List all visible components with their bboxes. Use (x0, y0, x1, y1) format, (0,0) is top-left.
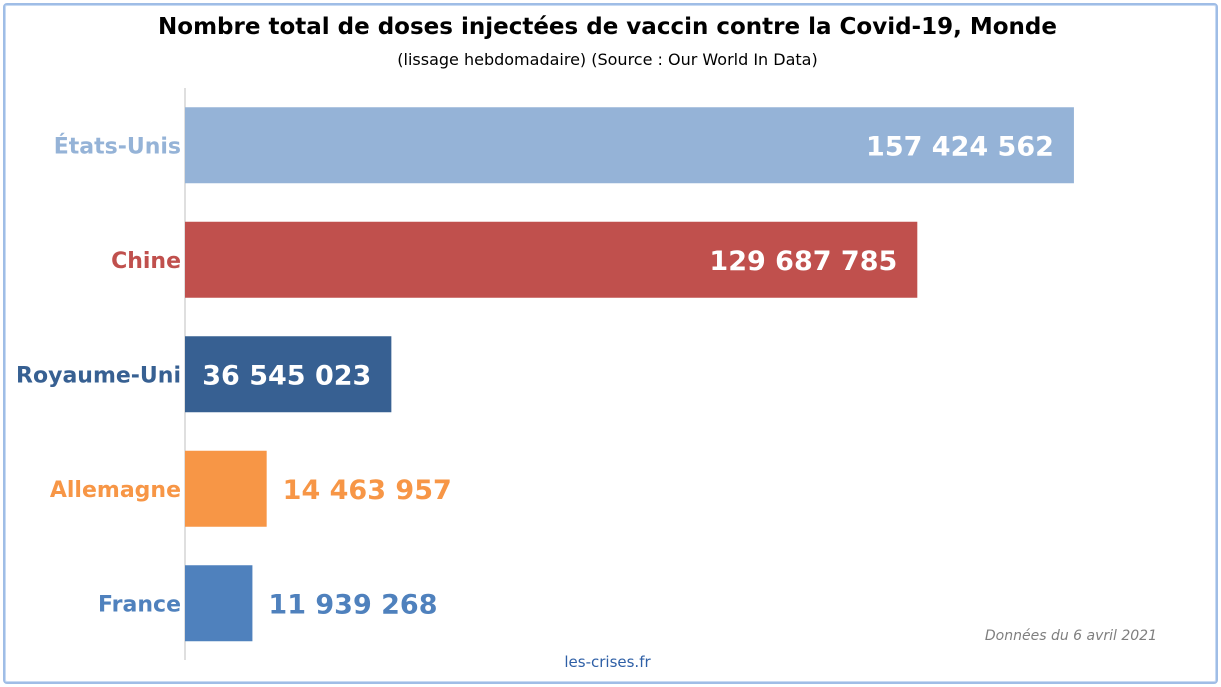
category-label: Chine (111, 249, 181, 274)
bar-4 (185, 565, 253, 642)
value-label: 157 424 562 (866, 131, 1054, 162)
category-label: Allemagne (50, 478, 181, 503)
chart-title: Nombre total de doses injectées de vacci… (158, 14, 1057, 40)
category-label: Royaume-Uni (16, 363, 181, 388)
source-credit: les-crises.fr (564, 653, 651, 671)
value-label: 36 545 023 (202, 360, 371, 391)
category-label: France (98, 592, 181, 617)
value-label: 129 687 785 (709, 246, 897, 277)
category-label: États-Unis (54, 133, 181, 159)
data-date-note: Données du 6 avril 2021 (984, 628, 1157, 644)
bar-0 (185, 107, 1074, 184)
value-label: 11 939 268 (268, 589, 437, 620)
value-label: 14 463 957 (283, 475, 452, 506)
chart-subtitle: (lissage hebdomadaire) (Source : Our Wor… (397, 50, 818, 69)
bar-1 (185, 221, 918, 298)
bar-3 (185, 450, 267, 527)
bar-2 (185, 336, 392, 413)
